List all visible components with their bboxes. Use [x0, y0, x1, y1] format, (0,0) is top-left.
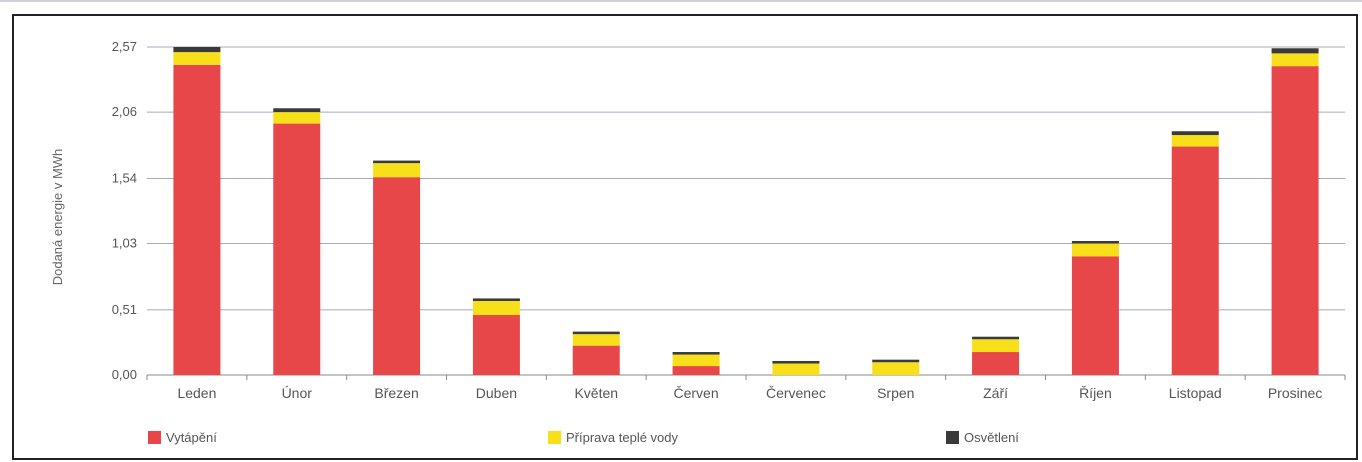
- bar-březen-1: [373, 163, 421, 178]
- bar-leden-1: [173, 52, 221, 65]
- x-category-label: Květen: [574, 385, 618, 401]
- legend-swatch-0: [148, 431, 161, 444]
- y-tick-label: 1,54: [112, 170, 137, 185]
- bar-duben-0: [472, 315, 520, 375]
- legend: Vytápění Příprava teplé vody Osvětlení: [148, 430, 1019, 445]
- bar-leden-0: [173, 64, 221, 375]
- bar-květen-0: [572, 345, 620, 375]
- bar-březen-2: [373, 160, 421, 164]
- x-category-label: Leden: [177, 385, 216, 401]
- y-axis-label: Dodaná energie v MWh: [50, 149, 65, 286]
- y-tick-label: 2,57: [112, 39, 137, 54]
- bar-srpen-2: [872, 359, 920, 363]
- bar-září-2: [972, 336, 1020, 340]
- axis-layer: 0,00 0,51 1,03 1,54 2,06 2,57 Leden Únor Březen D…: [112, 39, 1346, 401]
- bars-layer: [173, 47, 1319, 376]
- x-category-label: Listopad: [1169, 385, 1222, 401]
- chart-frame: [12, 14, 1358, 460]
- bar-leden-2: [173, 47, 221, 53]
- bar-červen-0: [672, 366, 720, 375]
- legend-label-1: Příprava teplé vody: [566, 430, 679, 445]
- bar-listopad-0: [1171, 146, 1219, 375]
- bar-duben-1: [472, 300, 520, 316]
- bar-červen-2: [672, 352, 720, 355]
- bar-prosinec-1: [1271, 53, 1319, 67]
- bar-prosinec-2: [1271, 48, 1319, 54]
- y-tick-label: 1,03: [112, 236, 137, 251]
- legend-swatch-1: [548, 431, 561, 444]
- bar-říjen-0: [1071, 256, 1119, 375]
- bar-duben-2: [472, 298, 520, 301]
- legend-swatch-2: [946, 431, 959, 444]
- bar-listopad-2: [1171, 131, 1219, 136]
- bar-únor-1: [273, 112, 321, 124]
- bar-září-0: [972, 352, 1020, 375]
- x-category-label: Duben: [476, 385, 517, 401]
- bar-červenec-2: [772, 360, 820, 364]
- bar-květen-1: [572, 334, 620, 346]
- legend-label-0: Vytápění: [166, 430, 217, 445]
- x-category-label: Červenec: [766, 385, 826, 401]
- x-category-label: Prosinec: [1268, 385, 1322, 401]
- x-category-label: Září: [983, 385, 1008, 401]
- bar-květen-2: [572, 331, 620, 335]
- y-tick-label: 0,51: [112, 302, 137, 317]
- bar-říjen-1: [1071, 243, 1119, 257]
- x-category-label: Březen: [374, 385, 418, 401]
- x-category-label: Říjen: [1079, 385, 1112, 401]
- y-tick-label: 0,00: [112, 367, 137, 382]
- bar-březen-0: [373, 177, 421, 375]
- y-tick-label: 2,06: [112, 104, 137, 119]
- bar-říjen-2: [1071, 240, 1119, 244]
- bar-listopad-1: [1171, 135, 1219, 147]
- x-category-label: Srpen: [877, 385, 914, 401]
- bar-únor-0: [273, 123, 321, 376]
- legend-label-2: Osvětlení: [964, 430, 1019, 445]
- bar-červen-1: [672, 354, 720, 367]
- x-category-label: Červen: [674, 385, 719, 401]
- bar-červenec-1: [772, 363, 820, 375]
- bar-srpen-1: [872, 362, 920, 375]
- bar-prosinec-0: [1271, 66, 1319, 375]
- bar-září-1: [972, 339, 1020, 353]
- bar-únor-2: [273, 108, 321, 113]
- x-category-label: Únor: [282, 385, 313, 401]
- top-border-line: [0, 0, 1362, 2]
- grid-layer: [147, 46, 1345, 376]
